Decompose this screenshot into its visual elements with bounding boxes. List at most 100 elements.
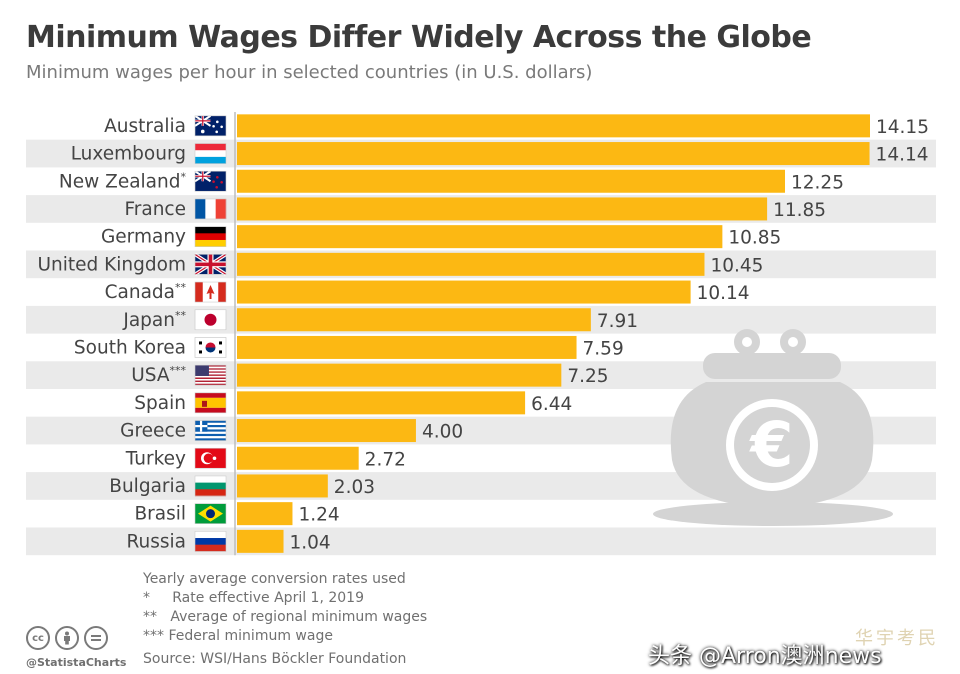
- footnote: * Rate effective April 1, 2019: [143, 590, 364, 606]
- chart-title: Minimum Wages Differ Widely Across the G…: [26, 20, 812, 55]
- category-label: Luxembourg: [71, 144, 186, 165]
- watermark: 头条 @Arron澳洲news: [648, 644, 882, 669]
- bar: [237, 502, 293, 526]
- category-label: South Korea: [74, 337, 186, 358]
- south-korea-flag-icon: [194, 337, 227, 358]
- bar: [237, 197, 768, 221]
- value-label: 10.14: [697, 283, 750, 304]
- category-label: Russia: [126, 531, 186, 552]
- canada-flag-icon: [194, 281, 227, 303]
- license-icons: cc: [26, 626, 108, 650]
- category-label: Bulgaria: [109, 476, 186, 497]
- bar: [237, 446, 359, 470]
- bar-row: Bulgaria 2.03: [109, 474, 375, 498]
- bar-row: Spain 6.44: [134, 391, 572, 415]
- source-note: Source: WSI/Hans Böckler Foundation: [143, 651, 407, 667]
- euro-glyph: €: [748, 408, 793, 481]
- footnotes: Yearly average conversion rates used * R…: [143, 570, 427, 646]
- cc-icon: cc: [26, 626, 50, 650]
- bar: [237, 280, 691, 304]
- spain-flag-icon: [194, 392, 227, 414]
- value-label: 2.72: [365, 449, 406, 470]
- no-derivatives-icon: [84, 626, 108, 650]
- bulgaria-flag-icon: [194, 475, 227, 497]
- bar: [237, 114, 870, 138]
- category-label: Germany: [101, 227, 186, 248]
- value-label: 1.24: [298, 505, 339, 526]
- japan-flag-icon: [194, 309, 227, 331]
- bar: [237, 363, 562, 387]
- value-label: 14.14: [876, 145, 929, 166]
- value-label: 4.00: [422, 422, 463, 443]
- category-label: New Zealand*: [59, 170, 187, 192]
- bar-row: Germany 10.85: [101, 225, 781, 249]
- footnote: Yearly average conversion rates used: [143, 571, 406, 587]
- category-label: USA***: [131, 364, 186, 386]
- united-kingdom-flag-icon: [194, 252, 227, 276]
- turkey-flag-icon: [194, 447, 227, 469]
- equals-icon: [91, 635, 101, 641]
- category-label: Greece: [120, 421, 186, 442]
- bar-row: Russia 1.04: [126, 529, 331, 553]
- value-label: 10.45: [710, 255, 763, 276]
- usa-flag-icon: [194, 364, 227, 386]
- bar: [237, 308, 591, 332]
- bar-row: South Korea 7.59: [74, 335, 624, 359]
- value-label: 12.25: [791, 172, 844, 193]
- bar: [237, 391, 526, 415]
- brand-handle: @StatistaCharts: [26, 656, 127, 669]
- value-label: 14.15: [876, 117, 929, 138]
- value-label: 10.85: [728, 228, 781, 249]
- bar: [237, 252, 705, 276]
- bar: [237, 419, 416, 443]
- bar-row: Australia 14.15: [104, 114, 929, 138]
- bar-row: Brasil 1.24: [134, 502, 340, 526]
- category-label: United Kingdom: [38, 254, 187, 275]
- value-label: 2.03: [334, 477, 375, 498]
- russia-flag-icon: [194, 531, 227, 552]
- bar-row: New Zealand* 12.25: [59, 169, 844, 193]
- bar: [237, 225, 723, 249]
- category-label: Turkey: [125, 448, 186, 469]
- bar-row: Turkey 2.72: [125, 446, 406, 470]
- euro-coin-purse-icon: €: [653, 329, 893, 526]
- bar-row: Luxembourg 14.14: [71, 142, 929, 166]
- australia-flag-icon: [194, 115, 227, 137]
- value-label: 7.59: [583, 338, 624, 359]
- value-label: 1.04: [290, 532, 331, 553]
- category-label: Japan**: [122, 309, 186, 331]
- watermark-stamp: 华宇考民: [855, 628, 939, 649]
- attribution-icon: [55, 626, 79, 650]
- luxembourg-flag-icon: [194, 143, 227, 164]
- bar-row: Canada** 10.14: [105, 280, 750, 304]
- value-label: 7.25: [567, 366, 608, 387]
- bar-chart: € Australia 14.15 Luxembourg 14.14 New Zealan…: [26, 112, 936, 556]
- brasil-flag-icon: [194, 503, 227, 524]
- person-icon: [64, 631, 70, 645]
- bar-row: Japan** 7.91: [122, 308, 638, 332]
- chart-subtitle: Minimum wages per hour in selected count…: [26, 62, 593, 83]
- footnote: ** Average of regional minimum wages: [143, 609, 428, 625]
- category-label: France: [124, 199, 186, 220]
- value-label: 11.85: [773, 200, 826, 221]
- bar: [237, 169, 786, 193]
- value-label: 7.91: [597, 311, 638, 332]
- value-label: 6.44: [531, 394, 572, 415]
- footnote: *** Federal minimum wage: [143, 628, 333, 644]
- category-label: Australia: [104, 116, 186, 137]
- bar: [237, 529, 284, 553]
- bar-row: Greece 4.00: [120, 419, 463, 443]
- bar: [237, 474, 328, 498]
- greece-flag-icon: [194, 420, 227, 441]
- bar-row: USA*** 7.25: [131, 363, 609, 387]
- france-flag-icon: [194, 198, 227, 220]
- bar: [237, 335, 577, 359]
- bar: [237, 142, 870, 166]
- category-label: Canada**: [105, 281, 187, 303]
- category-label: Spain: [134, 393, 186, 414]
- bar-row: France 11.85: [124, 197, 826, 221]
- bar-row: United Kingdom 10.45: [38, 252, 763, 276]
- new-zealand-flag-icon: [194, 170, 227, 192]
- germany-flag-icon: [194, 226, 227, 247]
- row-band: [26, 527, 936, 556]
